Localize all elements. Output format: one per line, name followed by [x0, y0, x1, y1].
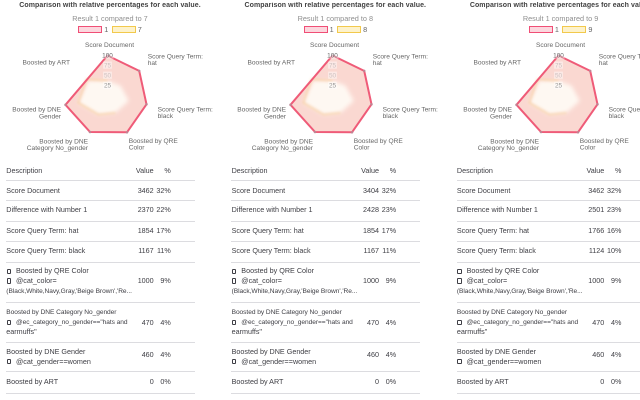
- svg-text:Color: Color: [579, 144, 596, 151]
- svg-text:100: 100: [327, 52, 338, 59]
- svg-text:Boosted by DNE: Boosted by DNE: [463, 106, 512, 113]
- svg-text:50: 50: [104, 73, 112, 80]
- svg-text:Score Query Term:: Score Query Term:: [373, 54, 428, 61]
- svg-text:Category No_gender: Category No_gender: [477, 145, 539, 152]
- svg-text:Boosted by DNE: Boosted by DNE: [12, 106, 61, 113]
- svg-text:Color: Color: [354, 144, 371, 151]
- svg-text:Score Query Term:: Score Query Term:: [383, 107, 438, 114]
- svg-text:hat: hat: [598, 60, 607, 67]
- svg-text:75: 75: [104, 62, 112, 69]
- svg-text:Gender: Gender: [490, 114, 513, 121]
- svg-text:Score Document: Score Document: [536, 42, 585, 49]
- svg-text:Boosted by DNE: Boosted by DNE: [265, 138, 314, 145]
- svg-text:Score Query Term:: Score Query Term:: [148, 54, 203, 61]
- svg-text:100: 100: [102, 52, 113, 59]
- svg-text:Boosted by ART: Boosted by ART: [473, 60, 521, 67]
- svg-text:75: 75: [329, 62, 337, 69]
- svg-text:Gender: Gender: [264, 114, 287, 121]
- svg-text:Boosted by QRE: Boosted by QRE: [129, 138, 179, 145]
- svg-text:Boosted by QRE: Boosted by QRE: [579, 138, 629, 145]
- svg-text:Score Query Term:: Score Query Term:: [158, 107, 213, 114]
- svg-text:50: 50: [555, 73, 563, 80]
- svg-text:hat: hat: [373, 60, 382, 67]
- svg-text:Color: Color: [129, 144, 146, 151]
- svg-text:25: 25: [104, 83, 112, 90]
- svg-text:Boosted by QRE: Boosted by QRE: [354, 138, 404, 145]
- svg-text:black: black: [158, 113, 174, 120]
- svg-text:Score Query Term:: Score Query Term:: [608, 107, 640, 114]
- svg-text:Boosted by DNE: Boosted by DNE: [490, 138, 539, 145]
- svg-text:Category No_gender: Category No_gender: [27, 145, 89, 152]
- svg-text:75: 75: [555, 62, 563, 69]
- svg-text:Gender: Gender: [39, 114, 62, 121]
- svg-text:25: 25: [555, 83, 563, 90]
- svg-text:Score Query Term:: Score Query Term:: [598, 54, 640, 61]
- svg-text:black: black: [383, 113, 399, 120]
- svg-text:black: black: [608, 113, 624, 120]
- svg-text:Boosted by DNE: Boosted by DNE: [39, 138, 88, 145]
- svg-text:25: 25: [329, 83, 337, 90]
- svg-text:Score Document: Score Document: [85, 42, 134, 49]
- svg-text:Boosted by DNE: Boosted by DNE: [238, 106, 287, 113]
- svg-text:50: 50: [329, 73, 337, 80]
- svg-text:Category No_gender: Category No_gender: [252, 145, 314, 152]
- svg-text:Boosted by ART: Boosted by ART: [248, 60, 296, 67]
- svg-text:100: 100: [553, 52, 564, 59]
- svg-text:hat: hat: [148, 60, 157, 67]
- svg-text:Boosted by ART: Boosted by ART: [22, 60, 70, 67]
- svg-text:Score Document: Score Document: [310, 42, 359, 49]
